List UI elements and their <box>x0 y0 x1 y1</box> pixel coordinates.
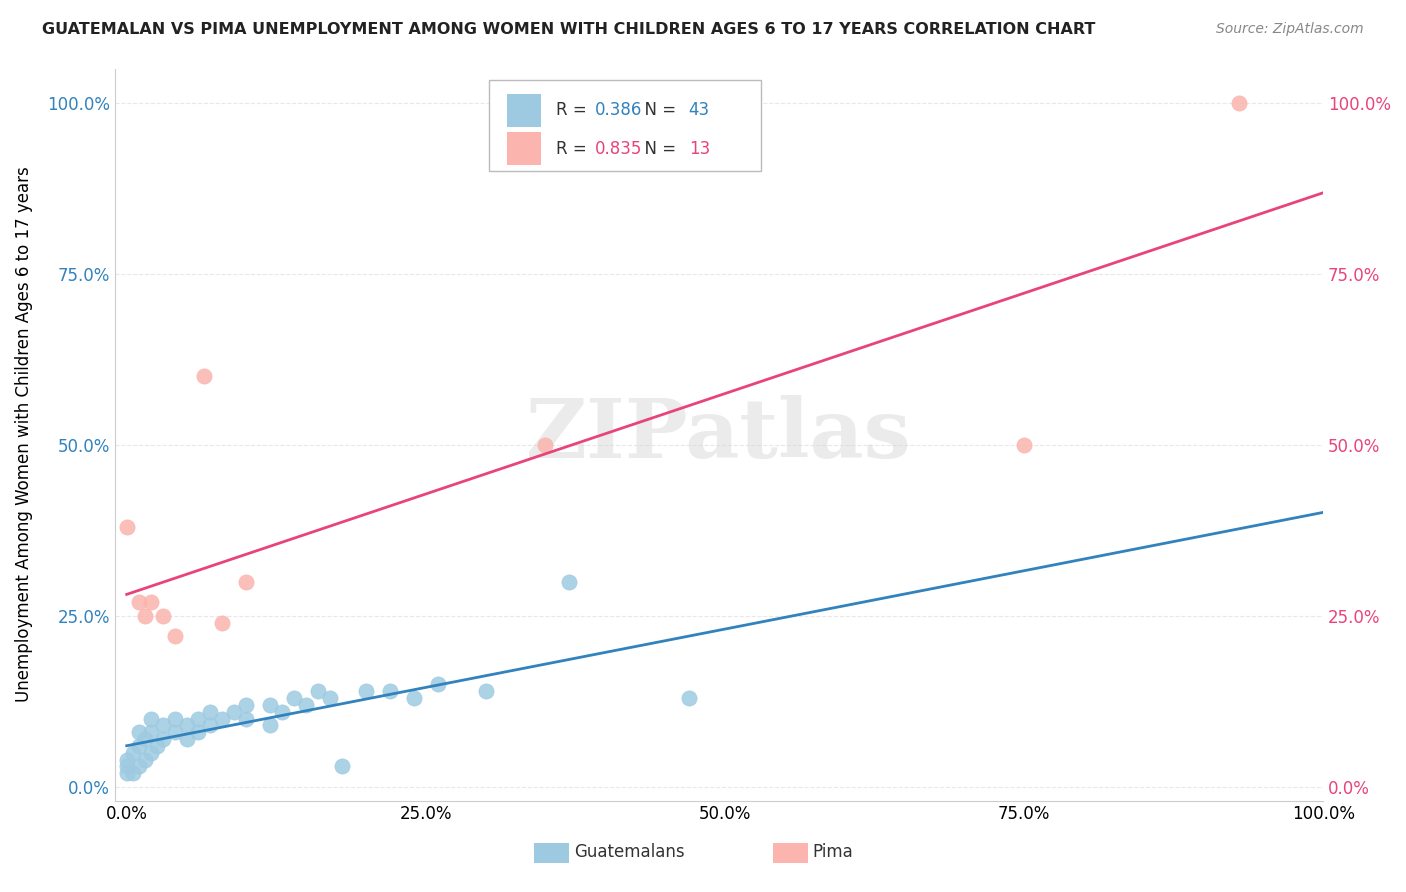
Point <box>354 684 377 698</box>
Point <box>378 684 401 698</box>
Point <box>163 725 186 739</box>
Text: Pima: Pima <box>813 843 853 861</box>
Text: 0.386: 0.386 <box>595 101 643 120</box>
Point <box>235 574 257 589</box>
Text: R =: R = <box>555 140 592 158</box>
Point <box>283 690 305 705</box>
Point <box>163 712 186 726</box>
Text: R =: R = <box>555 101 592 120</box>
Point <box>128 739 150 753</box>
FancyBboxPatch shape <box>508 94 541 127</box>
Text: N =: N = <box>634 101 682 120</box>
Point <box>426 677 449 691</box>
Point <box>115 753 138 767</box>
Point <box>295 698 318 712</box>
Text: GUATEMALAN VS PIMA UNEMPLOYMENT AMONG WOMEN WITH CHILDREN AGES 6 TO 17 YEARS COR: GUATEMALAN VS PIMA UNEMPLOYMENT AMONG WO… <box>42 22 1095 37</box>
Point <box>319 690 342 705</box>
Point <box>235 698 257 712</box>
Point <box>152 732 174 747</box>
Point <box>224 705 246 719</box>
Point <box>1012 438 1035 452</box>
Point <box>211 712 233 726</box>
Point <box>139 712 162 726</box>
Point <box>402 690 425 705</box>
Point <box>271 705 294 719</box>
Point <box>115 759 138 773</box>
Point <box>139 746 162 760</box>
Point <box>128 595 150 609</box>
Point <box>152 718 174 732</box>
Point <box>139 595 162 609</box>
FancyBboxPatch shape <box>489 79 761 171</box>
Point <box>187 725 209 739</box>
Text: 13: 13 <box>689 140 710 158</box>
Point <box>121 746 143 760</box>
Point <box>139 725 162 739</box>
Point <box>200 718 222 732</box>
Point <box>187 712 209 726</box>
Point <box>176 732 198 747</box>
Point <box>211 615 233 630</box>
Point <box>534 438 557 452</box>
Point <box>134 732 156 747</box>
Point <box>115 766 138 780</box>
Point <box>152 608 174 623</box>
Text: ZIPatlas: ZIPatlas <box>526 394 911 475</box>
Point <box>259 698 281 712</box>
Text: 0.835: 0.835 <box>595 140 643 158</box>
Point <box>235 712 257 726</box>
Point <box>259 718 281 732</box>
Point <box>128 725 150 739</box>
Point <box>176 718 198 732</box>
Text: 43: 43 <box>689 101 710 120</box>
Point <box>558 574 581 589</box>
Point <box>193 369 215 384</box>
FancyBboxPatch shape <box>508 132 541 165</box>
Point <box>678 690 700 705</box>
Y-axis label: Unemployment Among Women with Children Ages 6 to 17 years: Unemployment Among Women with Children A… <box>15 167 32 702</box>
Point <box>1229 95 1251 110</box>
Text: Guatemalans: Guatemalans <box>574 843 685 861</box>
Point <box>330 759 353 773</box>
Point <box>134 608 156 623</box>
Point <box>134 753 156 767</box>
Point <box>474 684 496 698</box>
Point <box>200 705 222 719</box>
Text: Source: ZipAtlas.com: Source: ZipAtlas.com <box>1216 22 1364 37</box>
Point <box>307 684 329 698</box>
Point <box>163 629 186 643</box>
Point <box>128 759 150 773</box>
Point <box>121 766 143 780</box>
Text: N =: N = <box>634 140 682 158</box>
Point <box>145 739 167 753</box>
Point <box>115 520 138 534</box>
